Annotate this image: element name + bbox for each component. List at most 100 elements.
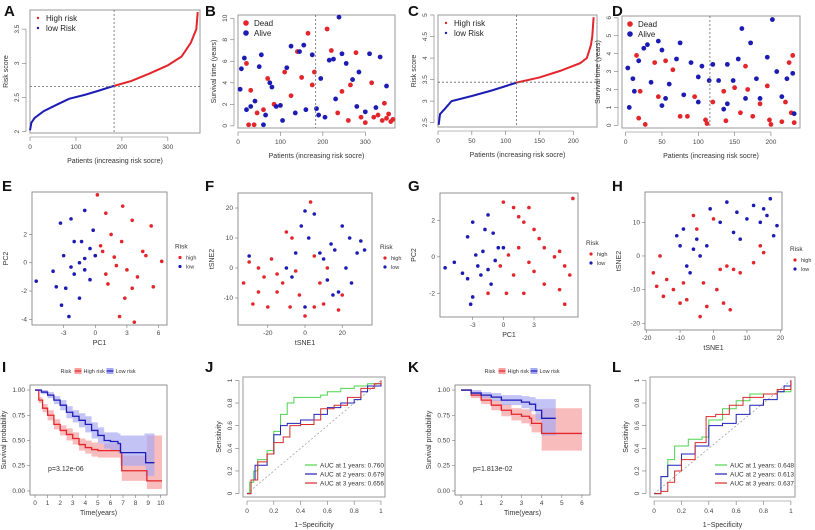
- data-point-high: [516, 245, 521, 250]
- data-point-dead: [369, 80, 375, 86]
- data-point-alive: [314, 106, 319, 112]
- data-point-alive: [757, 96, 763, 101]
- data-point-dead: [663, 58, 668, 64]
- data-point-dead: [743, 63, 748, 69]
- data-point-low: [303, 209, 307, 213]
- x-tick-label: 0.6: [732, 508, 741, 515]
- y-tick-label: 10: [222, 14, 229, 22]
- y-tick-label: 6: [606, 16, 613, 20]
- data-point-high: [571, 196, 575, 201]
- legend-label: AUC at 2 years: 0.679: [320, 472, 384, 479]
- x-tick-label: 3: [71, 500, 75, 507]
- y-tick-label: 1: [606, 105, 613, 109]
- data-point-low: [72, 239, 76, 244]
- y-tick-label: -2: [429, 290, 435, 297]
- data-point-high: [532, 227, 536, 232]
- data-point-low: [765, 213, 769, 218]
- x-tick-label: 200: [317, 139, 328, 146]
- data-point-high: [119, 239, 124, 244]
- data-point-alive: [645, 42, 650, 48]
- data-point-high: [522, 220, 526, 224]
- data-point-low: [303, 305, 307, 309]
- data-point-high: [504, 291, 509, 296]
- data-point-high: [112, 255, 117, 259]
- data-point-high: [654, 284, 659, 289]
- x-tick-label: 50: [468, 138, 476, 145]
- data-point-high: [671, 287, 676, 292]
- data-point-alive: [248, 104, 254, 109]
- data-point-alive: [263, 112, 268, 118]
- data-point-alive: [309, 52, 315, 58]
- legend-title: Risk: [586, 240, 599, 247]
- legend-label: Low risk: [540, 369, 560, 375]
- data-point-low: [684, 264, 689, 268]
- data-point-high: [290, 236, 294, 240]
- data-point-low: [72, 272, 76, 276]
- data-point-high: [247, 260, 251, 264]
- data-point-low: [479, 273, 483, 277]
- data-point-high: [684, 297, 689, 302]
- legend: AUC at 1 years: 0.760 AUC at 2 years: 0.6…: [305, 463, 384, 488]
- y-tick-label: 1: [227, 378, 234, 382]
- y-tick-label: 0.6: [634, 421, 641, 430]
- panel-label: H: [612, 178, 623, 195]
- data-point-alive: [626, 104, 632, 110]
- x-tick-label: 0: [624, 139, 628, 146]
- x-axis-label: Time(years): [80, 510, 117, 517]
- x-tick-label: -10: [675, 335, 685, 342]
- legend-marker: [36, 16, 40, 20]
- x-tick-label: 0: [236, 139, 240, 146]
- x-tick-label: 50: [658, 139, 666, 146]
- data-point-dead: [339, 89, 345, 94]
- data-point-low: [758, 220, 763, 225]
- data-point-dead: [305, 30, 311, 36]
- data-point-low: [332, 248, 337, 252]
- data-point-dead: [783, 99, 788, 105]
- data-point-dead: [704, 121, 710, 126]
- y-tick-label: -10: [224, 295, 234, 302]
- data-point-high: [506, 253, 511, 257]
- data-point-high: [557, 287, 562, 292]
- y-tick-label: 0: [229, 265, 233, 272]
- data-point-high: [718, 267, 722, 272]
- x-tick-label: 5: [560, 500, 564, 507]
- data-point-alive: [710, 61, 716, 67]
- data-point-alive: [273, 104, 279, 109]
- panel-label: I: [2, 359, 6, 376]
- y-tick-label: 4.5: [422, 32, 429, 41]
- data-point-alive: [695, 74, 701, 80]
- data-point-dead: [353, 50, 359, 56]
- y-tick-label: 3: [14, 61, 21, 65]
- data-point-low: [771, 233, 776, 238]
- panel-label: F: [205, 178, 214, 195]
- data-point-low: [718, 220, 722, 225]
- data-point-alive: [688, 60, 694, 65]
- x-tick-label: 20: [777, 335, 785, 342]
- x-tick-label: 8: [134, 500, 138, 507]
- legend-label: AUC at 2 years: 0.613: [730, 472, 794, 479]
- y-tick-label: 0: [606, 123, 613, 127]
- legend: Risk high low: [380, 244, 401, 271]
- data-point-alive: [641, 45, 647, 51]
- data-point-low: [77, 296, 82, 300]
- legend-label: low Risk: [46, 24, 77, 33]
- data-point-high: [117, 314, 122, 319]
- data-point-alive: [764, 54, 770, 60]
- panel-A: A 0 100 200 300 2 2.5 3 3.5 Patients (increasing …: [3, 3, 201, 165]
- data-point-alive: [774, 69, 780, 74]
- legend-label: Dead: [254, 19, 273, 28]
- legend-label: High risk: [454, 19, 486, 28]
- data-point-high: [325, 266, 330, 270]
- data-point-alive: [631, 88, 637, 94]
- data-point-dead: [309, 82, 315, 88]
- x-tick-label: 2: [58, 500, 62, 507]
- x-tick-label: 0.4: [296, 508, 305, 515]
- plot-frame: [437, 14, 598, 128]
- data-point-dead: [692, 94, 698, 100]
- y-tick-label: 5: [606, 34, 613, 38]
- data-point-low: [768, 196, 773, 201]
- data-point-alive: [784, 76, 790, 82]
